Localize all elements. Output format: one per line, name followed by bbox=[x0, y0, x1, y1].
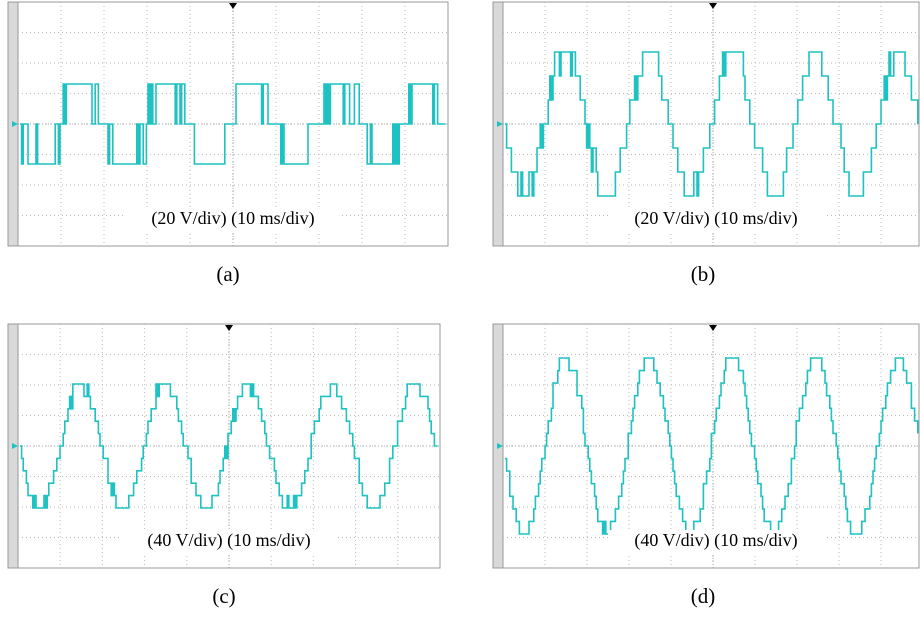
scale-label: (20 V/div) (10 ms/div) bbox=[634, 208, 797, 229]
panel-caption: (b) bbox=[691, 262, 716, 286]
figure: (20 V/div) (10 ms/div)(a)(20 V/div) (10 … bbox=[0, 0, 920, 620]
scope-panel: (40 V/div) (10 ms/div) (c) bbox=[8, 324, 440, 608]
scale-label: (40 V/div) (10 ms/div) bbox=[634, 530, 797, 551]
scale-label: (40 V/div) (10 ms/div) bbox=[147, 530, 310, 551]
panel-caption: (a) bbox=[216, 262, 239, 286]
scope-panel: (20 V/div) (10 ms/div) (b) bbox=[493, 2, 919, 286]
scope-panel: (40 V/div) (10 ms/div) (d) bbox=[493, 324, 919, 608]
panel-caption: (d) bbox=[691, 584, 716, 608]
scale-label: (20 V/div) (10 ms/div) bbox=[151, 208, 314, 229]
scope-panel: (20 V/div) (10 ms/div) (a) bbox=[8, 2, 448, 286]
panel-caption: (c) bbox=[212, 584, 235, 608]
